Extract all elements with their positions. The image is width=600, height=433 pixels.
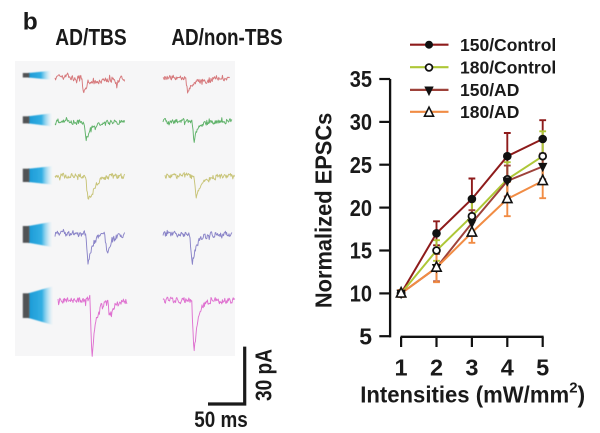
svg-text:30 pA: 30 pA [251,349,277,401]
svg-text:5: 5 [536,355,549,381]
svg-text:15: 15 [350,238,372,264]
svg-text:AD/non-TBS: AD/non-TBS [171,24,282,50]
svg-text:AD/TBS: AD/TBS [55,24,127,50]
svg-text:25: 25 [350,152,372,178]
svg-text:1: 1 [395,355,408,381]
svg-text:10: 10 [350,281,372,307]
svg-text:20: 20 [350,195,372,221]
svg-text:50 ms: 50 ms [194,407,248,432]
svg-text:150/AD: 150/AD [460,80,519,100]
svg-text:b: b [23,9,38,36]
svg-text:5: 5 [359,323,372,349]
svg-text:150/Control: 150/Control [460,35,556,55]
svg-text:Normalized EPSCs: Normalized EPSCs [310,113,336,308]
svg-text:35: 35 [350,66,372,92]
svg-text:Intensities (mW/mm2): Intensities (mW/mm2) [360,380,585,408]
svg-text:2: 2 [430,355,443,381]
svg-text:30: 30 [350,109,372,135]
svg-text:3: 3 [465,355,478,381]
svg-text:4: 4 [501,355,514,381]
svg-text:180/AD: 180/AD [460,102,519,122]
svg-text:180/Control: 180/Control [460,57,556,77]
